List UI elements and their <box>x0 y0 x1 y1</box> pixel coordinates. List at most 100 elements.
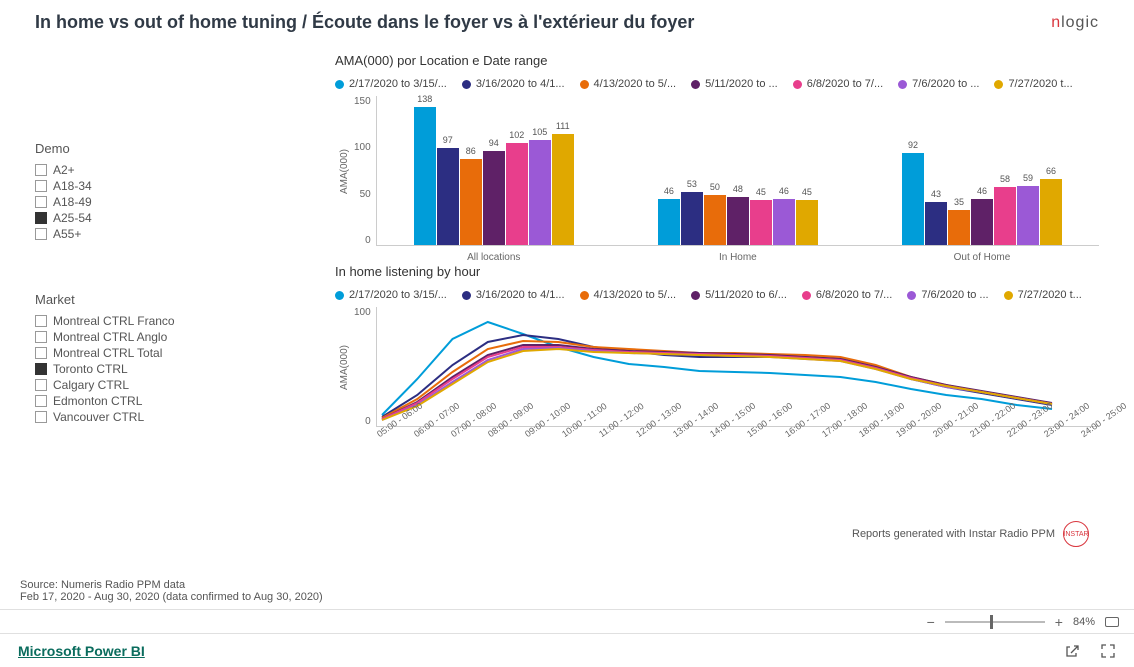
demo-item-2[interactable]: A18-49 <box>35 194 320 210</box>
bar-chart-plot: 138978694102105111All locations465350484… <box>376 96 1099 246</box>
bar[interactable]: 97 <box>437 148 459 245</box>
demo-item-3[interactable]: A25-54 <box>35 210 320 226</box>
legend-item[interactable]: 7/27/2020 t... <box>994 78 1072 90</box>
legend-label: 3/16/2020 to 4/1... <box>476 289 565 301</box>
legend-label: 2/17/2020 to 3/15/... <box>349 78 447 90</box>
bar-group-label: In Home <box>636 252 840 263</box>
bar[interactable]: 35 <box>948 210 970 245</box>
zoom-out-button[interactable]: − <box>927 614 935 630</box>
powerbi-bar: Microsoft Power BI <box>0 633 1134 667</box>
bar-value-label: 138 <box>417 94 432 104</box>
legend-item[interactable]: 2/17/2020 to 3/15/... <box>335 289 447 301</box>
legend-label: 7/6/2020 to ... <box>912 78 979 90</box>
slicer-item-label: Toronto CTRL <box>53 362 128 376</box>
logo-n: n <box>1051 14 1061 31</box>
y-tick: 0 <box>354 416 371 427</box>
market-item-0[interactable]: Montreal CTRL Franco <box>35 313 320 329</box>
bar-value-label: 66 <box>1046 166 1056 176</box>
legend-item[interactable]: 6/8/2020 to 7/... <box>793 78 883 90</box>
checkbox-icon <box>35 395 47 407</box>
bar[interactable]: 105 <box>529 140 551 245</box>
checkbox-icon <box>35 228 47 240</box>
bar[interactable]: 59 <box>1017 186 1039 245</box>
bar-group: 46535048454645In Home <box>636 192 840 245</box>
zoom-slider[interactable] <box>945 621 1045 623</box>
instar-badge-icon: INSTAR <box>1063 521 1089 547</box>
market-item-6[interactable]: Vancouver CTRL <box>35 409 320 425</box>
powerbi-link[interactable]: Microsoft Power BI <box>18 643 145 659</box>
bar-value-label: 92 <box>908 140 918 150</box>
legend-item[interactable]: 7/6/2020 to ... <box>907 289 988 301</box>
bar-value-label: 35 <box>954 197 964 207</box>
line-series[interactable] <box>382 322 1052 415</box>
demo-item-4[interactable]: A55+ <box>35 226 320 242</box>
bar[interactable]: 86 <box>460 159 482 245</box>
nlogic-logo: nlogic <box>1051 14 1099 32</box>
market-item-5[interactable]: Edmonton CTRL <box>35 393 320 409</box>
bar[interactable]: 50 <box>704 195 726 245</box>
bar-value-label: 46 <box>779 186 789 196</box>
slicer-item-label: Montreal CTRL Anglo <box>53 330 167 344</box>
legend-swatch-icon <box>691 291 700 300</box>
legend-item[interactable]: 5/11/2020 to 6/... <box>691 289 787 301</box>
bar[interactable]: 102 <box>506 143 528 245</box>
legend-item[interactable]: 3/16/2020 to 4/1... <box>462 78 565 90</box>
zoom-percent: 84% <box>1073 616 1095 628</box>
market-item-3[interactable]: Toronto CTRL <box>35 361 320 377</box>
bar-value-label: 86 <box>466 146 476 156</box>
legend-label: 6/8/2020 to 7/... <box>816 289 892 301</box>
fit-to-page-button[interactable] <box>1105 617 1119 627</box>
bar-value-label: 45 <box>802 187 812 197</box>
legend-item[interactable]: 7/27/2020 t... <box>1004 289 1082 301</box>
bar[interactable]: 58 <box>994 187 1016 245</box>
legend-item[interactable]: 2/17/2020 to 3/15/... <box>335 78 447 90</box>
legend-swatch-icon <box>898 80 907 89</box>
bar[interactable]: 46 <box>971 199 993 245</box>
bar[interactable]: 66 <box>1040 179 1062 245</box>
bar[interactable]: 45 <box>796 200 818 245</box>
bar[interactable]: 45 <box>750 200 772 245</box>
checkbox-icon <box>35 212 47 224</box>
bar[interactable]: 111 <box>552 134 574 245</box>
bar-value-label: 102 <box>509 130 524 140</box>
fullscreen-icon[interactable] <box>1100 643 1116 659</box>
zoom-in-button[interactable]: + <box>1055 614 1063 630</box>
bar-value-label: 46 <box>977 186 987 196</box>
share-icon[interactable] <box>1064 643 1080 659</box>
bar[interactable]: 46 <box>773 199 795 245</box>
checkbox-icon <box>35 315 47 327</box>
bar-value-label: 111 <box>556 121 570 131</box>
checkbox-icon <box>35 347 47 359</box>
legend-item[interactable]: 7/6/2020 to ... <box>898 78 979 90</box>
bar-value-label: 43 <box>931 189 941 199</box>
legend-swatch-icon <box>462 80 471 89</box>
bar[interactable]: 43 <box>925 202 947 245</box>
legend-item[interactable]: 4/13/2020 to 5/... <box>580 78 677 90</box>
market-item-4[interactable]: Calgary CTRL <box>35 377 320 393</box>
line-chart-title: In home listening by hour <box>335 264 1099 279</box>
bar[interactable]: 53 <box>681 192 703 245</box>
legend-item[interactable]: 3/16/2020 to 4/1... <box>462 289 565 301</box>
bar-value-label: 48 <box>733 184 743 194</box>
legend-item[interactable]: 4/13/2020 to 5/... <box>580 289 677 301</box>
bar[interactable]: 138 <box>414 107 436 245</box>
checkbox-icon <box>35 164 47 176</box>
legend-item[interactable]: 6/8/2020 to 7/... <box>802 289 892 301</box>
bar[interactable]: 48 <box>727 197 749 245</box>
y-tick: 50 <box>354 189 371 200</box>
bar[interactable]: 94 <box>483 151 505 245</box>
bar[interactable]: 92 <box>902 153 924 245</box>
legend-swatch-icon <box>1004 291 1013 300</box>
legend-swatch-icon <box>691 80 700 89</box>
legend-label: 3/16/2020 to 4/1... <box>476 78 565 90</box>
demo-item-0[interactable]: A2+ <box>35 162 320 178</box>
market-item-2[interactable]: Montreal CTRL Total <box>35 345 320 361</box>
market-item-1[interactable]: Montreal CTRL Anglo <box>35 329 320 345</box>
bar-chart-title: AMA(000) por Location e Date range <box>335 53 1099 68</box>
legend-item[interactable]: 5/11/2020 to ... <box>691 78 778 90</box>
legend-swatch-icon <box>580 80 589 89</box>
bar[interactable]: 46 <box>658 199 680 245</box>
demo-item-1[interactable]: A18-34 <box>35 178 320 194</box>
checkbox-icon <box>35 411 47 423</box>
bar-chart-y-label: AMA(000) <box>335 96 354 246</box>
